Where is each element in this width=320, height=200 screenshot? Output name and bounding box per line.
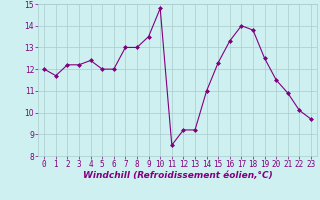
X-axis label: Windchill (Refroidissement éolien,°C): Windchill (Refroidissement éolien,°C) [83,171,272,180]
